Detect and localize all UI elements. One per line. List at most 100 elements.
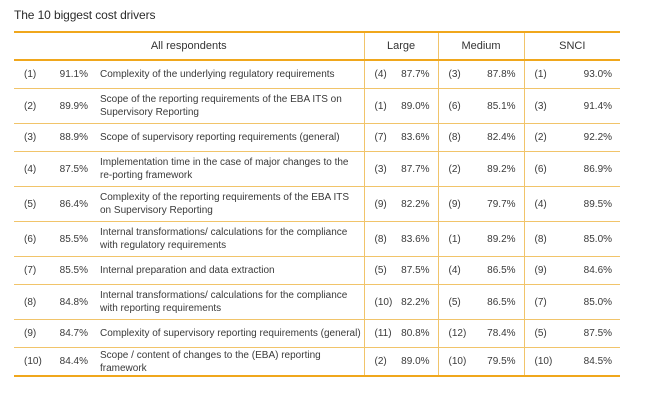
cost-driver-description: Internal preparation and data extraction	[96, 256, 365, 285]
snci-percent: 84.5%	[560, 347, 621, 377]
medium-rank: (8)	[437, 123, 475, 152]
table-row: (4) 87.5% Implementation time in the cas…	[14, 151, 621, 187]
large-percent: 89.0%	[388, 88, 439, 124]
snci-percent: 86.9%	[560, 151, 621, 187]
cost-driver-description: Scope of the reporting requirements of t…	[96, 88, 365, 124]
large-rank: (9)	[363, 186, 389, 222]
overall-percent: 84.8%	[56, 284, 96, 320]
large-rank: (4)	[363, 60, 389, 89]
cost-driver-description: Complexity of the underlying regulatory …	[96, 60, 365, 89]
header-large: Large	[363, 31, 439, 61]
overall-rank: (8)	[14, 284, 56, 320]
overall-rank: (5)	[14, 186, 56, 222]
table-row: (9) 84.7% Complexity of supervisory repo…	[14, 319, 621, 348]
large-percent: 87.7%	[388, 151, 439, 187]
snci-percent: 85.0%	[560, 221, 621, 257]
overall-rank: (7)	[14, 256, 56, 285]
cost-driver-description: Scope / content of changes to the (EBA) …	[96, 347, 365, 377]
medium-percent: 86.5%	[474, 284, 525, 320]
snci-rank: (2)	[523, 123, 561, 152]
cost-driver-description: Complexity of the reporting requirements…	[96, 186, 365, 222]
table-row: (8) 84.8% Internal transformations/ calc…	[14, 284, 621, 320]
medium-percent: 87.8%	[474, 60, 525, 89]
large-rank: (11)	[363, 319, 392, 348]
overall-percent: 84.7%	[56, 319, 96, 348]
overall-percent: 87.5%	[56, 151, 96, 187]
snci-percent: 85.0%	[560, 284, 621, 320]
medium-rank: (10)	[437, 347, 475, 377]
medium-percent: 79.7%	[474, 186, 525, 222]
overall-rank: (10)	[14, 347, 56, 377]
overall-rank: (9)	[14, 319, 56, 348]
cost-driver-description: Scope of supervisory reporting requireme…	[96, 123, 365, 152]
medium-rank: (2)	[437, 151, 475, 187]
table-row: (5) 86.4% Complexity of the reporting re…	[14, 186, 621, 222]
header-snci: SNCI	[523, 31, 621, 61]
large-percent: 87.5%	[388, 256, 439, 285]
large-percent: 87.7%	[388, 60, 439, 89]
table-row: (1) 91.1% Complexity of the underlying r…	[14, 60, 621, 89]
overall-percent: 89.9%	[56, 88, 96, 124]
header-all-respondents: All respondents	[14, 31, 365, 61]
snci-rank: (8)	[523, 221, 561, 257]
overall-percent: 84.4%	[56, 347, 96, 377]
medium-rank: (9)	[437, 186, 475, 222]
overall-percent: 88.9%	[56, 123, 96, 152]
medium-rank: (12)	[437, 319, 475, 348]
snci-rank: (4)	[523, 186, 561, 222]
snci-percent: 93.0%	[560, 60, 621, 89]
large-percent: 80.8%	[388, 319, 439, 348]
medium-percent: 89.2%	[474, 151, 525, 187]
large-rank: (2)	[363, 347, 389, 377]
table-row: (10) 84.4% Scope / content of changes to…	[14, 347, 621, 377]
large-rank: (10)	[363, 284, 392, 320]
snci-rank: (9)	[523, 256, 561, 285]
overall-rank: (1)	[14, 60, 56, 89]
snci-percent: 91.4%	[560, 88, 621, 124]
large-percent: 82.2%	[388, 186, 439, 222]
large-percent: 82.2%	[388, 284, 439, 320]
table-row: (6) 85.5% Internal transformations/ calc…	[14, 221, 621, 257]
table-title: The 10 biggest cost drivers	[14, 8, 156, 22]
snci-rank: (7)	[523, 284, 561, 320]
overall-percent: 85.5%	[56, 221, 96, 257]
snci-rank: (3)	[523, 88, 561, 124]
table-row: (3) 88.9% Scope of supervisory reporting…	[14, 123, 621, 152]
medium-percent: 89.2%	[474, 221, 525, 257]
snci-percent: 87.5%	[560, 319, 621, 348]
medium-rank: (3)	[437, 60, 475, 89]
large-rank: (3)	[363, 151, 389, 187]
large-percent: 83.6%	[388, 123, 439, 152]
overall-rank: (3)	[14, 123, 56, 152]
large-rank: (8)	[363, 221, 389, 257]
large-rank: (7)	[363, 123, 389, 152]
medium-percent: 78.4%	[474, 319, 525, 348]
large-percent: 89.0%	[388, 347, 439, 377]
cost-driver-description: Complexity of supervisory reporting requ…	[96, 319, 365, 348]
large-rank: (1)	[363, 88, 389, 124]
table-row: (2) 89.9% Scope of the reporting require…	[14, 88, 621, 124]
snci-rank: (10)	[523, 347, 561, 377]
snci-rank: (1)	[523, 60, 561, 89]
overall-percent: 85.5%	[56, 256, 96, 285]
cost-driver-description: Implementation time in the case of major…	[96, 151, 365, 187]
header-row: All respondents Large Medium SNCI	[14, 31, 621, 61]
medium-percent: 82.4%	[474, 123, 525, 152]
medium-percent: 85.1%	[474, 88, 525, 124]
header-medium: Medium	[437, 31, 525, 61]
overall-rank: (2)	[14, 88, 56, 124]
cost-driver-description: Internal transformations/ calculations f…	[96, 221, 365, 257]
table-row: (7) 85.5% Internal preparation and data …	[14, 256, 621, 285]
medium-percent: 86.5%	[474, 256, 525, 285]
snci-rank: (5)	[523, 319, 561, 348]
overall-percent: 91.1%	[56, 60, 96, 89]
cost-drivers-table: All respondents Large Medium SNCI (1) 91…	[14, 31, 621, 377]
snci-percent: 92.2%	[560, 123, 621, 152]
medium-rank: (4)	[437, 256, 475, 285]
snci-rank: (6)	[523, 151, 561, 187]
overall-percent: 86.4%	[56, 186, 96, 222]
medium-rank: (1)	[437, 221, 475, 257]
large-rank: (5)	[363, 256, 389, 285]
snci-percent: 89.5%	[560, 186, 621, 222]
medium-rank: (5)	[437, 284, 475, 320]
